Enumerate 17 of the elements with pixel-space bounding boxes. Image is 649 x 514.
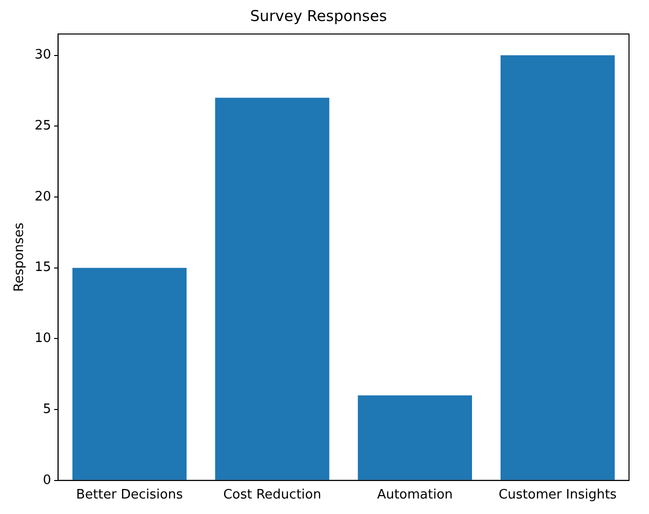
y-tick-label: 20 [34,189,52,204]
y-tick-label: 15 [34,260,52,276]
x-tick-label: Automation [377,488,453,503]
bar [358,395,472,480]
x-tick-label: Better Decisions [76,488,184,503]
y-tick-label: 0 [42,472,52,488]
chart-title: Survey Responses [250,6,388,25]
x-tick-label: Customer Insights [498,488,617,503]
y-tick-label: 30 [34,48,52,63]
bar [72,268,187,480]
bar [215,98,330,480]
bar [500,55,615,480]
y-tick-label: 25 [34,118,52,134]
y-tick-label: 10 [34,331,52,346]
y-axis-title: Responses [12,222,28,292]
x-tick-label: Cost Reduction [223,488,322,503]
y-tick-label: 5 [42,402,52,417]
